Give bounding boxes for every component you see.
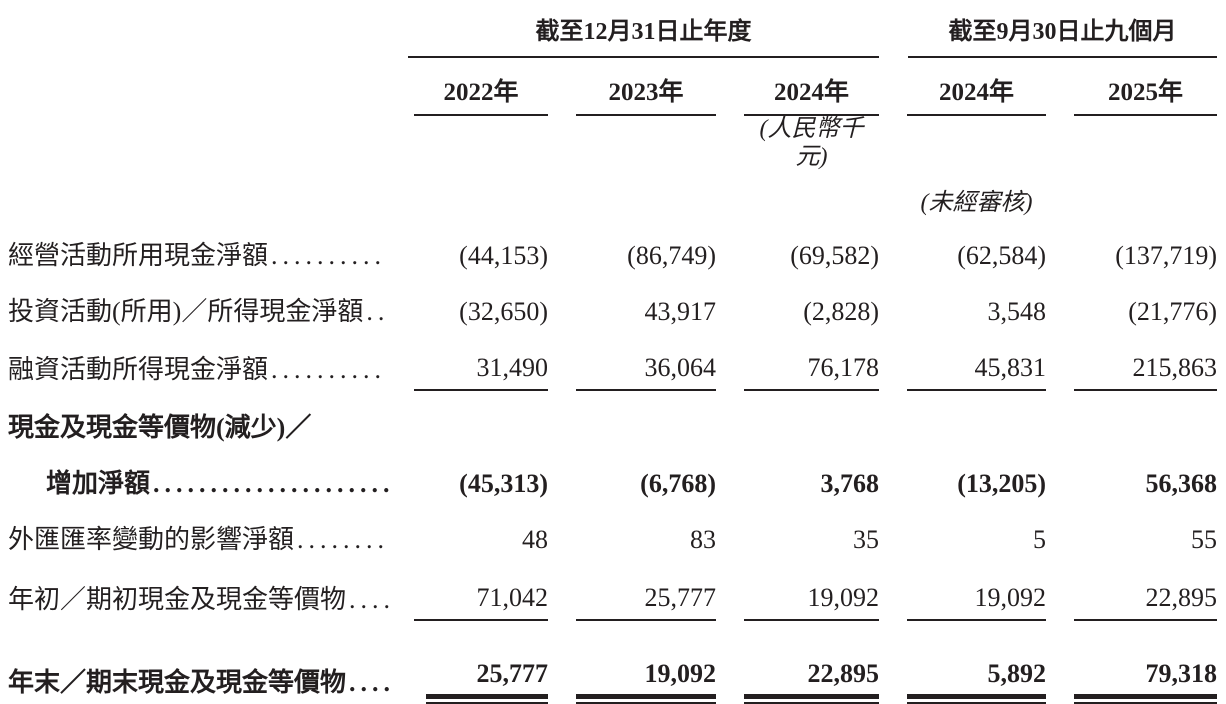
dot-leader: .... (349, 585, 396, 615)
empty-cell (8, 58, 398, 116)
year-header-2024-9m: 2024年 (879, 58, 1047, 116)
cell-value: (21,776) (1128, 297, 1218, 327)
cell-value: 25,777 (398, 621, 548, 704)
row-label: 外匯匯率變動的影響淨額........ (8, 525, 390, 555)
empty-cell (716, 175, 879, 221)
cell-value: 19,092 (548, 621, 716, 704)
empty-cell (398, 175, 548, 221)
cell-value: 48 (522, 525, 548, 555)
table-row-fx-effect: 外匯匯率變動的影響淨額........ 48 83 35 5 55 (8, 505, 1217, 561)
cell-value: 215,863 (1046, 333, 1218, 392)
column-group-nine-months-label: 截至9月30日止九個月 (908, 19, 1218, 58)
cell-value: 22,895 (716, 621, 880, 704)
currency-note: (人民幣千元) (759, 116, 864, 170)
cell-value: 36,064 (548, 333, 716, 392)
dot-leader: ..................... (153, 469, 395, 499)
cell-value: (32,650) (459, 297, 548, 327)
row-label: 年初／期初現金及現金等價物.... (8, 585, 396, 615)
empty-cell (8, 116, 398, 175)
cell-value: 35 (853, 525, 880, 555)
cell-value: 19,092 (879, 561, 1047, 622)
cell-value: 22,895 (1046, 561, 1218, 622)
cell-value: 3,548 (987, 297, 1047, 327)
column-group-nine-months: 截至9月30日止九個月 (879, 0, 1218, 58)
cell-value: (45,313) (459, 469, 548, 499)
row-label: 增加淨額..................... (46, 469, 395, 499)
cell-value: 31,490 (398, 333, 548, 392)
table-row-operating: 經營活動所用現金淨額.......... (44,153) (86,749) (… (8, 221, 1217, 277)
cell-value: (44,153) (459, 241, 548, 271)
empty-cell (548, 391, 716, 449)
row-label: 現金及現金等價物(減少)／ (8, 413, 312, 443)
unaudited-note: (未經審核) (920, 189, 1033, 216)
empty-cell (879, 391, 1046, 449)
cell-value: 43,917 (644, 297, 717, 327)
cell-value: (6,768) (640, 469, 716, 499)
cell-value: 76,178 (716, 333, 880, 392)
cell-value: (62,584) (957, 241, 1047, 271)
cell-value: (13,205) (957, 469, 1047, 499)
dot-leader: .......... (271, 241, 387, 271)
double-rule: 79,318 (1074, 659, 1218, 704)
column-group-annual: 截至12月31日止年度 (398, 0, 880, 58)
cell-value: 79,318 (1046, 621, 1218, 704)
cell-value: 5 (1033, 525, 1047, 555)
table-row-cash-end: 年末／期末現金及現金等價物.... 25,777 19,092 22,895 5… (8, 621, 1218, 704)
row-label: 年末／期末現金及現金等價物.... (8, 668, 396, 698)
cell-value: 56,368 (1145, 469, 1218, 499)
table-row-investing: 投資活動(所用)／所得現金淨額.. (32,650) 43,917 (2,828… (8, 277, 1217, 333)
empty-cell (1046, 175, 1217, 221)
empty-cell (716, 391, 879, 449)
empty-cell (398, 116, 548, 175)
row-label: 投資活動(所用)／所得現金淨額.. (8, 297, 390, 327)
cell-value: (2,828) (803, 297, 880, 327)
cell-value: 5,892 (879, 621, 1047, 704)
cell-value: (137,719) (1115, 241, 1218, 271)
dot-leader: .... (349, 668, 396, 698)
year-header-2022: 2022年 (398, 58, 548, 116)
cell-value: 25,777 (548, 561, 716, 622)
row-label: 經營活動所用現金淨額.......... (8, 241, 387, 271)
unaudited-note-row: (未經審核) (8, 175, 1217, 221)
empty-cell (398, 391, 548, 449)
table-row-net-change-label: 現金及現金等價物(減少)／ (8, 391, 1217, 449)
empty-cell (1046, 116, 1217, 175)
cell-value: (86,749) (627, 241, 716, 271)
cell-value: 55 (1191, 525, 1218, 555)
dot-leader: .......... (271, 355, 387, 385)
dot-leader: ........ (297, 525, 390, 555)
cell-value: (69,582) (790, 241, 880, 271)
dot-leader: .. (366, 297, 390, 327)
cell-value: 3,768 (820, 469, 880, 499)
double-rule: 22,895 (744, 659, 880, 704)
cell-value: 19,092 (716, 561, 880, 622)
cash-flow-table: 截至12月31日止年度 截至9月30日止九個月 2022年 2023年 2024… (8, 0, 1218, 704)
table-row-net-change: 增加淨額..................... (45,313) (6,76… (8, 449, 1217, 505)
column-group-annual-label: 截至12月31日止年度 (408, 19, 880, 58)
empty-cell (548, 116, 716, 175)
double-rule: 25,777 (426, 659, 548, 704)
empty-cell (548, 175, 716, 221)
empty-cell (8, 175, 398, 221)
empty-cell (879, 116, 1046, 175)
table-row-cash-beginning: 年初／期初現金及現金等價物.... 71,042 25,777 19,092 1… (8, 561, 1218, 622)
double-rule: 19,092 (576, 659, 716, 704)
empty-cell (8, 0, 398, 58)
year-header-2023: 2023年 (548, 58, 716, 116)
empty-cell (1046, 391, 1217, 449)
year-header-2024: 2024年 (716, 58, 880, 116)
column-group-row: 截至12月31日止年度 截至9月30日止九個月 (8, 0, 1218, 58)
double-rule: 5,892 (907, 659, 1047, 704)
row-label: 融資活動所得現金淨額.......... (8, 355, 387, 385)
currency-note-row: (人民幣千元) (8, 116, 1217, 175)
year-header-2025-9m: 2025年 (1046, 58, 1218, 116)
table-row-financing: 融資活動所得現金淨額.......... 31,490 36,064 76,17… (8, 333, 1218, 392)
cell-value: 83 (690, 525, 716, 555)
cell-value: 71,042 (398, 561, 548, 622)
year-header-row: 2022年 2023年 2024年 2024年 2025年 (8, 58, 1218, 116)
cell-value: 45,831 (879, 333, 1047, 392)
